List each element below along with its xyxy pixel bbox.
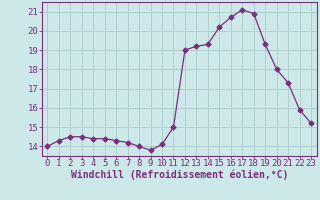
X-axis label: Windchill (Refroidissement éolien,°C): Windchill (Refroidissement éolien,°C) (70, 170, 288, 180)
